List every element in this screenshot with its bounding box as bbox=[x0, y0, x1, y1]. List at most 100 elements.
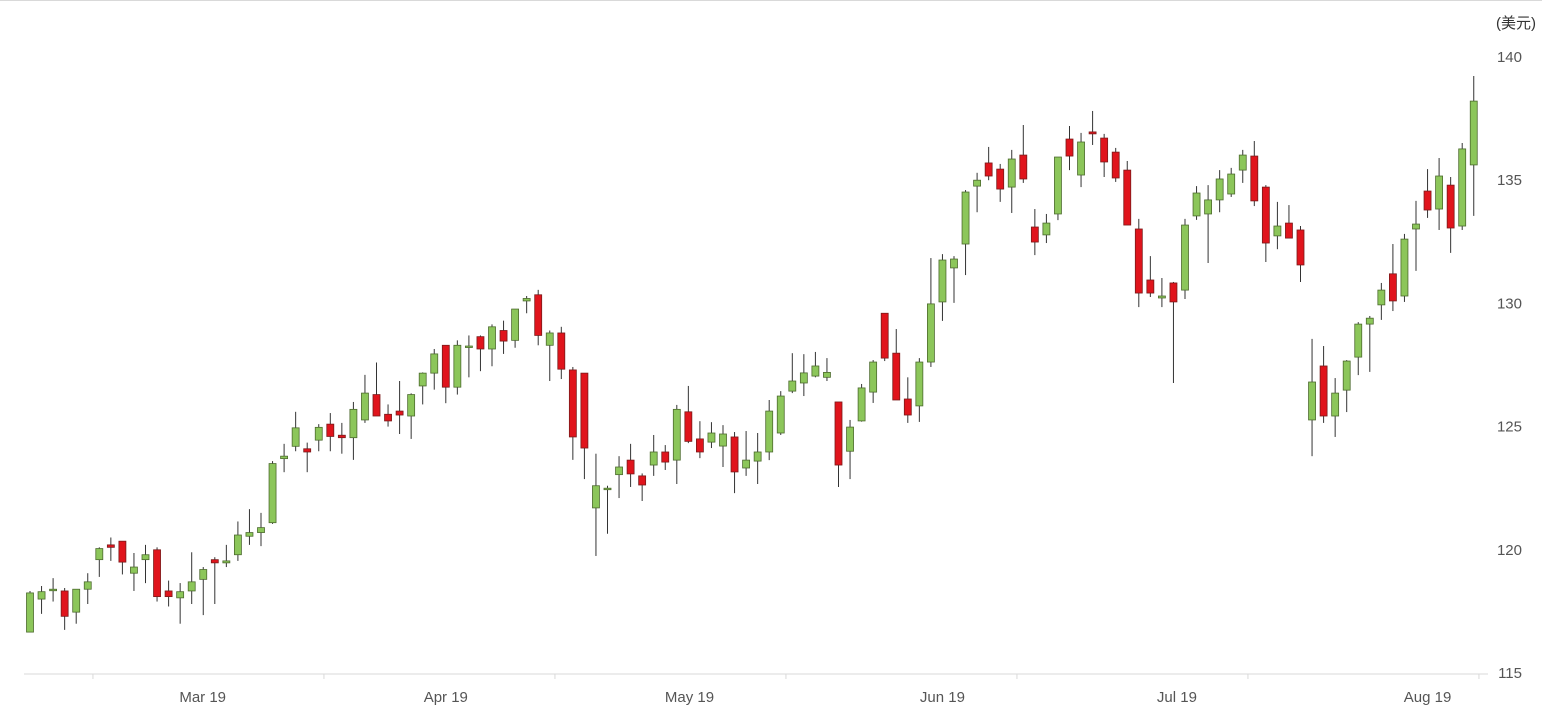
candle-body bbox=[1088, 131, 1097, 135]
y-tick-label: 125 bbox=[1497, 419, 1522, 436]
candle-up bbox=[268, 461, 277, 524]
candle-body bbox=[545, 332, 554, 346]
candle-body bbox=[395, 410, 404, 416]
candle-up bbox=[961, 190, 970, 276]
y-unit-label: (美元) bbox=[1496, 15, 1536, 32]
candle-body bbox=[707, 432, 716, 443]
candle-down bbox=[210, 557, 219, 605]
candle-down bbox=[118, 540, 127, 575]
candle-body bbox=[210, 559, 219, 564]
x-tick-label: Jul 19 bbox=[1157, 689, 1197, 706]
candle-up bbox=[1042, 213, 1051, 244]
candle-body bbox=[1204, 199, 1212, 215]
candle-up bbox=[927, 258, 935, 367]
candle-body bbox=[880, 312, 889, 359]
candle-up bbox=[1227, 167, 1236, 197]
candle-up bbox=[233, 521, 242, 561]
candle-down bbox=[106, 537, 115, 561]
candle-up bbox=[280, 443, 289, 473]
candle-down bbox=[1261, 185, 1270, 263]
candle-up bbox=[522, 296, 531, 314]
candle-up bbox=[418, 372, 427, 405]
candle-body bbox=[141, 554, 150, 561]
candle-body bbox=[892, 352, 901, 401]
y-tick-label: 135 bbox=[1497, 172, 1522, 189]
candle-down bbox=[1123, 160, 1132, 226]
candle-body bbox=[1389, 273, 1397, 302]
candle-up bbox=[1158, 278, 1166, 308]
candle-up bbox=[1400, 233, 1409, 302]
candle-body bbox=[118, 540, 127, 563]
candle-up bbox=[1181, 218, 1189, 299]
candle-up bbox=[545, 330, 554, 382]
top-border bbox=[0, 0, 1542, 1]
candle-body bbox=[1030, 226, 1039, 243]
candle-body bbox=[441, 344, 450, 388]
candle-body bbox=[1354, 323, 1363, 358]
candle-down bbox=[996, 163, 1005, 202]
x-tick-label: Aug 19 bbox=[1404, 689, 1452, 706]
candle-body bbox=[765, 410, 774, 453]
candle-body bbox=[788, 380, 797, 392]
y-tick-labels: 115 120 125 130 135 140 bbox=[1497, 49, 1522, 682]
candle-up bbox=[1215, 170, 1224, 213]
candle-body bbox=[1065, 138, 1074, 157]
candle-down bbox=[499, 320, 508, 354]
candle-up bbox=[349, 401, 358, 460]
candle-down bbox=[1423, 169, 1432, 218]
candle-down bbox=[580, 372, 589, 480]
candle-body bbox=[418, 372, 427, 387]
candle-body bbox=[730, 436, 739, 473]
candle-body bbox=[176, 591, 185, 599]
candle-body bbox=[1342, 360, 1351, 391]
candle-down bbox=[1146, 256, 1155, 297]
candle-up bbox=[222, 544, 231, 568]
candle-down bbox=[638, 473, 647, 502]
candle-body bbox=[776, 395, 785, 434]
candle-body bbox=[834, 401, 843, 466]
candle-up bbox=[1342, 360, 1351, 413]
candle-up bbox=[1331, 378, 1340, 437]
candle-down bbox=[626, 443, 635, 487]
candle-down bbox=[395, 381, 404, 434]
candle-up bbox=[361, 374, 369, 423]
candle-body bbox=[742, 459, 750, 469]
candle-up bbox=[257, 512, 265, 547]
candle-body bbox=[257, 527, 265, 533]
candle-up bbox=[199, 567, 208, 616]
x-tick-label: May 19 bbox=[665, 689, 714, 706]
candle-up bbox=[37, 586, 46, 614]
candle-up bbox=[72, 588, 81, 624]
candle-up bbox=[1077, 132, 1085, 188]
candle-down bbox=[372, 362, 381, 417]
candle-down bbox=[1065, 125, 1074, 171]
candle-up bbox=[788, 353, 797, 394]
candle-down bbox=[892, 329, 901, 401]
candle-body bbox=[1238, 154, 1247, 171]
candle-up bbox=[1192, 186, 1201, 220]
candle-body bbox=[927, 303, 935, 363]
candle-up bbox=[603, 485, 612, 534]
candle-down bbox=[1169, 281, 1178, 383]
candle-body bbox=[719, 433, 727, 447]
candle-down bbox=[164, 580, 173, 607]
candle-down bbox=[557, 326, 566, 380]
candle-up bbox=[823, 358, 831, 382]
candle-down bbox=[153, 547, 161, 602]
candle-body bbox=[626, 459, 635, 475]
candle-up bbox=[1435, 158, 1443, 230]
candle-body bbox=[453, 344, 462, 388]
candle-up bbox=[1308, 338, 1316, 457]
candle-up bbox=[1204, 185, 1212, 263]
y-tick-label: 115 bbox=[1498, 665, 1522, 682]
candle-body bbox=[499, 330, 508, 342]
candle-body bbox=[799, 372, 808, 384]
x-tick-label: Apr 19 bbox=[424, 689, 468, 706]
candle-body bbox=[199, 569, 208, 580]
candle-body bbox=[534, 294, 543, 336]
candle-down bbox=[903, 377, 912, 423]
candle-body bbox=[1250, 155, 1259, 202]
candle-body bbox=[1158, 295, 1166, 299]
candle-body bbox=[811, 365, 820, 377]
candle-body bbox=[291, 427, 300, 447]
